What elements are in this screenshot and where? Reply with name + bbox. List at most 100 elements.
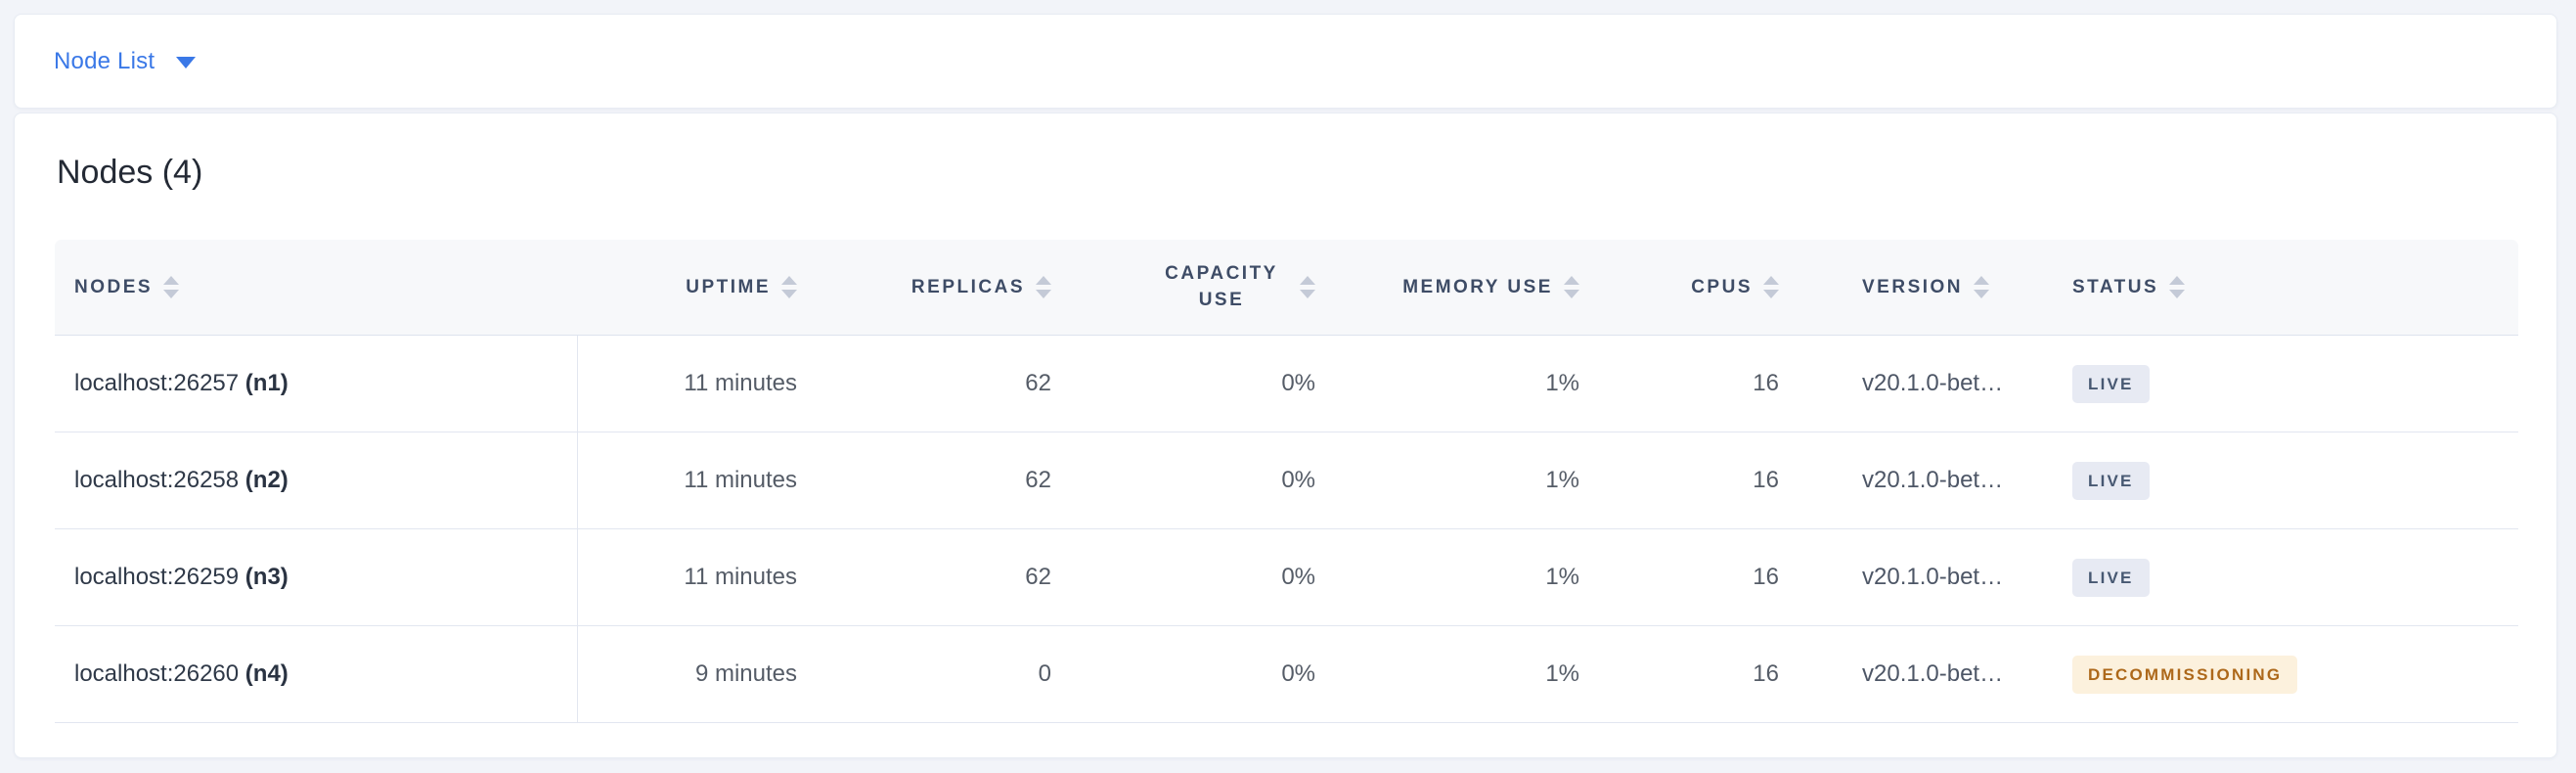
cell-node-name: localhost:26259 (n3) — [55, 528, 578, 626]
sort-down-triangle — [163, 290, 180, 298]
node-address: localhost:26259 — [74, 564, 245, 590]
cell-version: v20.1.0-bet… — [1847, 432, 2058, 529]
sort-icon — [1036, 276, 1051, 298]
cell-replicas: 62 — [817, 528, 1071, 626]
status-badge: LIVE — [2072, 461, 2150, 500]
column-label-capacity-use: CAPACITY USE — [1165, 262, 1278, 310]
column-label-nodes: NODES — [74, 276, 154, 297]
sort-down-triangle — [1564, 290, 1579, 298]
column-header-content: VERSION — [1847, 276, 2058, 298]
cell-uptime: 11 minutes — [577, 335, 817, 432]
column-header-version[interactable]: VERSION — [1847, 240, 2058, 336]
view-selector-dropdown[interactable]: Node List — [54, 47, 197, 75]
column-label-uptime: UPTIME — [686, 276, 771, 297]
cell-replicas: 62 — [817, 335, 1071, 432]
sort-down-triangle — [2169, 290, 2186, 298]
column-header-nodes[interactable]: NODES — [55, 240, 577, 336]
cell-uptime: 11 minutes — [577, 528, 817, 626]
status-badge: LIVE — [2072, 364, 2150, 403]
cell-version: v20.1.0-bet… — [1847, 335, 2058, 432]
status-badge: LIVE — [2072, 558, 2150, 597]
cell-status: LIVE — [2058, 432, 2518, 529]
sort-icon — [781, 276, 797, 298]
sort-up-triangle — [1036, 276, 1051, 285]
nodes-card: Nodes (4) NODES UPTIME REPLICAS CAPACITY US… — [14, 113, 2557, 758]
cell-memory-use: 1% — [1335, 335, 1599, 432]
cell-node-name: localhost:26258 (n2) — [55, 432, 578, 529]
column-header-content: CAPACITY USE — [1071, 261, 1335, 313]
table-header-row: NODES UPTIME REPLICAS CAPACITY USE MEMORY US… — [55, 240, 2518, 336]
table-header: NODES UPTIME REPLICAS CAPACITY USE MEMORY US… — [55, 240, 2518, 336]
node-id: (n3) — [244, 564, 289, 590]
cell-memory-use: 1% — [1335, 528, 1599, 626]
node-row: localhost:26260 (n4) 9 minutes 0 0% 1% 16 v20.… — [55, 625, 2518, 723]
sort-icon — [2169, 276, 2186, 298]
view-selector-label: Node List — [54, 47, 155, 74]
node-id: (n2) — [244, 467, 289, 493]
sort-up-triangle — [1300, 276, 1315, 285]
cell-status: LIVE — [2058, 528, 2518, 626]
cell-replicas: 0 — [817, 625, 1071, 723]
column-header-content: STATUS — [2058, 276, 2518, 298]
node-row: localhost:26258 (n2) 11 minutes 62 0% 1% 16 v2… — [55, 432, 2518, 529]
column-label-cpus: CPUS — [1691, 276, 1753, 297]
chevron-down-icon — [176, 57, 197, 68]
sort-up-triangle — [781, 276, 797, 285]
cell-uptime: 9 minutes — [577, 625, 817, 723]
sort-icon — [1300, 276, 1315, 298]
cell-capacity-use: 0% — [1071, 528, 1335, 626]
column-header-content: UPTIME — [577, 276, 817, 298]
column-header-content: MEMORY USE — [1335, 276, 1599, 298]
cell-replicas: 62 — [817, 432, 1071, 529]
cell-node-name: localhost:26257 (n1) — [55, 335, 578, 432]
column-label-status: STATUS — [2072, 276, 2159, 297]
sort-icon — [1974, 276, 1990, 298]
column-label-replicas: REPLICAS — [910, 276, 1025, 297]
sort-up-triangle — [1763, 276, 1779, 285]
cell-node-name: localhost:26260 (n4) — [55, 625, 578, 723]
sort-down-triangle — [1763, 290, 1779, 298]
column-header-cpus[interactable]: CPUS — [1599, 240, 1847, 336]
sort-up-triangle — [1974, 276, 1990, 285]
sort-icon — [1763, 276, 1779, 298]
sort-down-triangle — [1974, 290, 1990, 298]
cell-version: v20.1.0-bet… — [1847, 528, 2058, 626]
cell-memory-use: 1% — [1335, 625, 1599, 723]
column-header-uptime[interactable]: UPTIME — [577, 240, 817, 336]
column-header-status[interactable]: STATUS — [2058, 240, 2518, 336]
cell-cpus: 16 — [1599, 335, 1847, 432]
column-header-memory-use[interactable]: MEMORY USE — [1335, 240, 1599, 336]
cell-uptime: 11 minutes — [577, 432, 817, 529]
cell-cpus: 16 — [1599, 432, 1847, 529]
cell-status: DECOMMISSIONING — [2058, 625, 2518, 723]
node-row: localhost:26257 (n1) 11 minutes 62 0% 1% 16 v2… — [55, 335, 2518, 432]
node-id: (n4) — [244, 660, 289, 687]
sort-down-triangle — [1036, 290, 1051, 298]
node-address: localhost:26257 — [74, 370, 245, 396]
sort-icon — [163, 276, 180, 298]
node-address: localhost:26260 — [74, 660, 245, 687]
sort-down-triangle — [781, 290, 797, 298]
cell-status: LIVE — [2058, 335, 2518, 432]
node-address: localhost:26258 — [74, 467, 245, 493]
column-header-content: CPUS — [1599, 276, 1847, 298]
cell-cpus: 16 — [1599, 528, 1847, 626]
sort-down-triangle — [1300, 290, 1315, 298]
column-label-memory-use: MEMORY USE — [1402, 276, 1553, 297]
node-row: localhost:26259 (n3) 11 minutes 62 0% 1% 16 v2… — [55, 528, 2518, 626]
column-header-replicas[interactable]: REPLICAS — [817, 240, 1071, 336]
column-header-capacity-use[interactable]: CAPACITY USE — [1071, 240, 1335, 336]
column-header-content: NODES — [55, 276, 577, 298]
status-badge: DECOMMISSIONING — [2072, 655, 2298, 694]
table-body: localhost:26257 (n1) 11 minutes 62 0% 1% 16 v2… — [55, 335, 2518, 723]
cell-cpus: 16 — [1599, 625, 1847, 723]
section-title: Nodes (4) — [57, 154, 203, 191]
cell-capacity-use: 0% — [1071, 335, 1335, 432]
sort-up-triangle — [1564, 276, 1579, 285]
cell-capacity-use: 0% — [1071, 625, 1335, 723]
sort-icon — [1564, 276, 1579, 298]
cell-capacity-use: 0% — [1071, 432, 1335, 529]
cell-memory-use: 1% — [1335, 432, 1599, 529]
column-label-version: VERSION — [1862, 276, 1964, 297]
cell-version: v20.1.0-bet… — [1847, 625, 2058, 723]
